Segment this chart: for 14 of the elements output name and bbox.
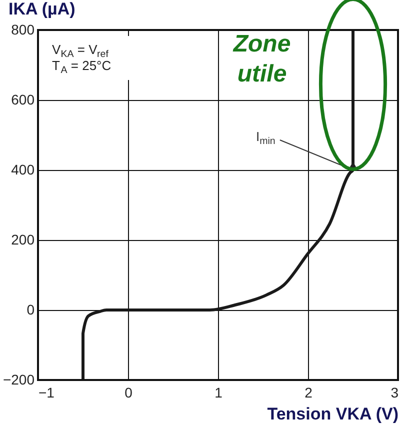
annotation: Zone utile	[232, 30, 291, 88]
y-axis-title: IKA (µA)	[8, 0, 76, 18]
x-tick-label: 2	[304, 384, 313, 400]
x-axis-title: Tension VKA (V)	[267, 404, 398, 424]
y-tick-label: 600	[11, 92, 35, 108]
y-tick-label: 400	[11, 162, 35, 178]
x-tick-label: −1	[38, 384, 55, 400]
y-tick-label: −200	[2, 372, 35, 388]
y-tick-label: 0	[26, 302, 35, 318]
x-tick-label: 1	[214, 384, 223, 400]
y-tick-label: 800	[11, 22, 35, 38]
x-tick-label: 3	[390, 384, 399, 400]
x-tick-label: 0	[124, 384, 133, 400]
y-tick-label: 200	[11, 232, 35, 248]
